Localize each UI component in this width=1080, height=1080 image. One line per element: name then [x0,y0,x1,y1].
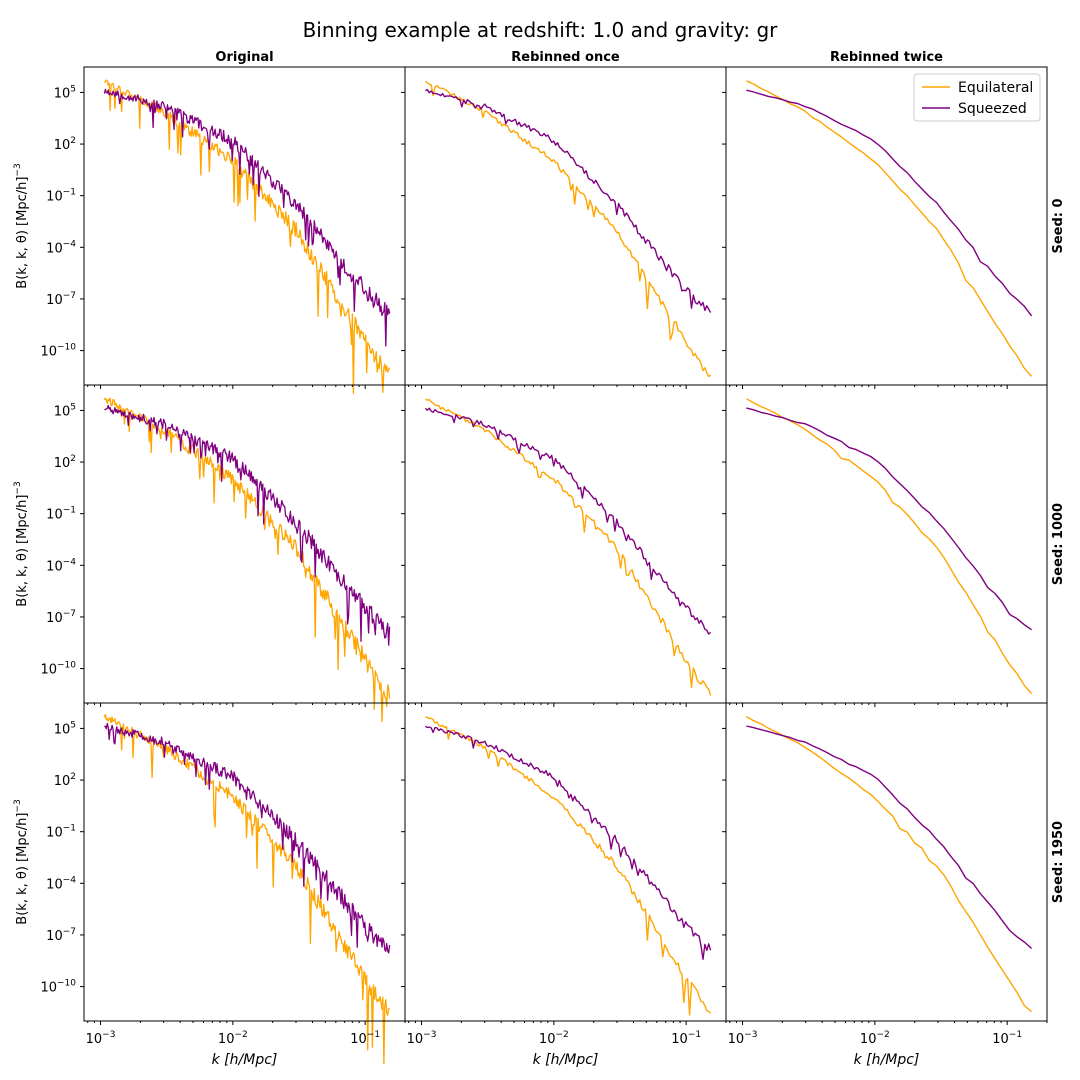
panel-r2-c0 [80,702,406,1065]
y-tick-label: 102 [54,136,76,153]
row-label: Seed: 1950 [1051,821,1066,903]
y-axis-label: B(k, k, θ) [Mpc/h]−3 [13,481,30,606]
equilateral-line [746,716,1033,1013]
x-axis-label: k [h/Mpc] [212,1052,278,1068]
column-title: Rebinned twice [830,50,943,65]
squeezed-line [746,725,1033,950]
x-tick-label: 10−1 [350,1030,380,1047]
legend: Equilateral Squeezed [913,73,1041,122]
squeezed-line [104,404,391,646]
y-tick-label: 105 [54,84,76,101]
column-title: Rebinned once [511,50,620,65]
squeezed-line [424,407,712,635]
y-tick-label: 105 [54,720,76,737]
equilateral-line [103,397,391,723]
x-axis-label: k [h/Mpc] [854,1052,920,1068]
row-label: Seed: 0 [1051,198,1066,253]
y-tick-label: 10−4 [46,875,76,892]
x-tick-label: 10−2 [218,1030,248,1047]
y-tick-label: 10−7 [46,291,76,308]
y-tick-label: 10−7 [46,927,76,944]
panel-r1-c2 [722,384,1048,707]
y-tick-label: 10−10 [40,661,76,678]
equilateral-line [425,398,712,696]
equilateral-line [424,80,712,378]
y-axis-label: B(k, k, θ) [Mpc/h]−3 [13,799,30,924]
y-tick-label: 105 [54,402,76,419]
squeezed-line [425,725,712,960]
x-tick-label: 10−3 [728,1030,758,1047]
panel-r0-c1 [401,66,727,389]
y-tick-label: 10−10 [40,343,76,360]
squeezed-line [103,88,391,347]
panel-r1-c1 [401,384,727,707]
panel-frame [83,66,406,386]
equilateral-line [425,716,712,1016]
squeezed-line [746,89,1033,317]
x-tick-label: 10−2 [539,1030,569,1047]
equilateral-line [746,80,1033,377]
y-tick-label: 10−1 [46,188,76,205]
x-axis-label: k [h/Mpc] [533,1052,599,1068]
panel-frame [404,384,727,704]
panel-r2-c2 [722,702,1048,1025]
panel-r2-c1 [401,702,727,1025]
y-tick-label: 10−4 [46,239,76,256]
y-tick-label: 10−4 [46,557,76,574]
equilateral-line [746,398,1033,695]
figure-suptitle: Binning example at redshift: 1.0 and gra… [303,18,779,42]
panel-frame [725,702,1048,1022]
x-tick-label: 10−1 [671,1030,701,1047]
squeezed-line [425,88,712,313]
row-label: Seed: 1000 [1051,503,1066,585]
panel-frame [404,66,727,386]
y-tick-label: 10−7 [46,609,76,626]
panel-r1-c0 [80,384,406,723]
y-tick-label: 10−1 [46,824,76,841]
panel-r0-c0 [80,66,406,394]
panel-frame [404,702,727,1022]
squeezed-line [104,722,391,954]
y-tick-label: 10−10 [40,979,76,996]
panel-frame [725,384,1048,704]
equilateral-line [103,79,391,394]
y-axis-label: B(k, k, θ) [Mpc/h]−3 [13,163,30,288]
y-tick-label: 102 [54,772,76,789]
equilateral-line [103,713,390,1065]
panel-frame [83,384,406,704]
column-title: Original [215,50,273,65]
x-tick-label: 10−1 [992,1030,1022,1047]
y-tick-label: 10−1 [46,506,76,523]
legend-entry: Squeezed [958,101,1027,117]
x-tick-label: 10−3 [407,1030,437,1047]
legend-frame [913,73,1041,122]
legend-entry: Equilateral [958,80,1033,96]
x-tick-label: 10−3 [86,1030,116,1047]
y-tick-label: 102 [54,454,76,471]
x-tick-label: 10−2 [860,1030,890,1047]
squeezed-line [746,407,1032,631]
